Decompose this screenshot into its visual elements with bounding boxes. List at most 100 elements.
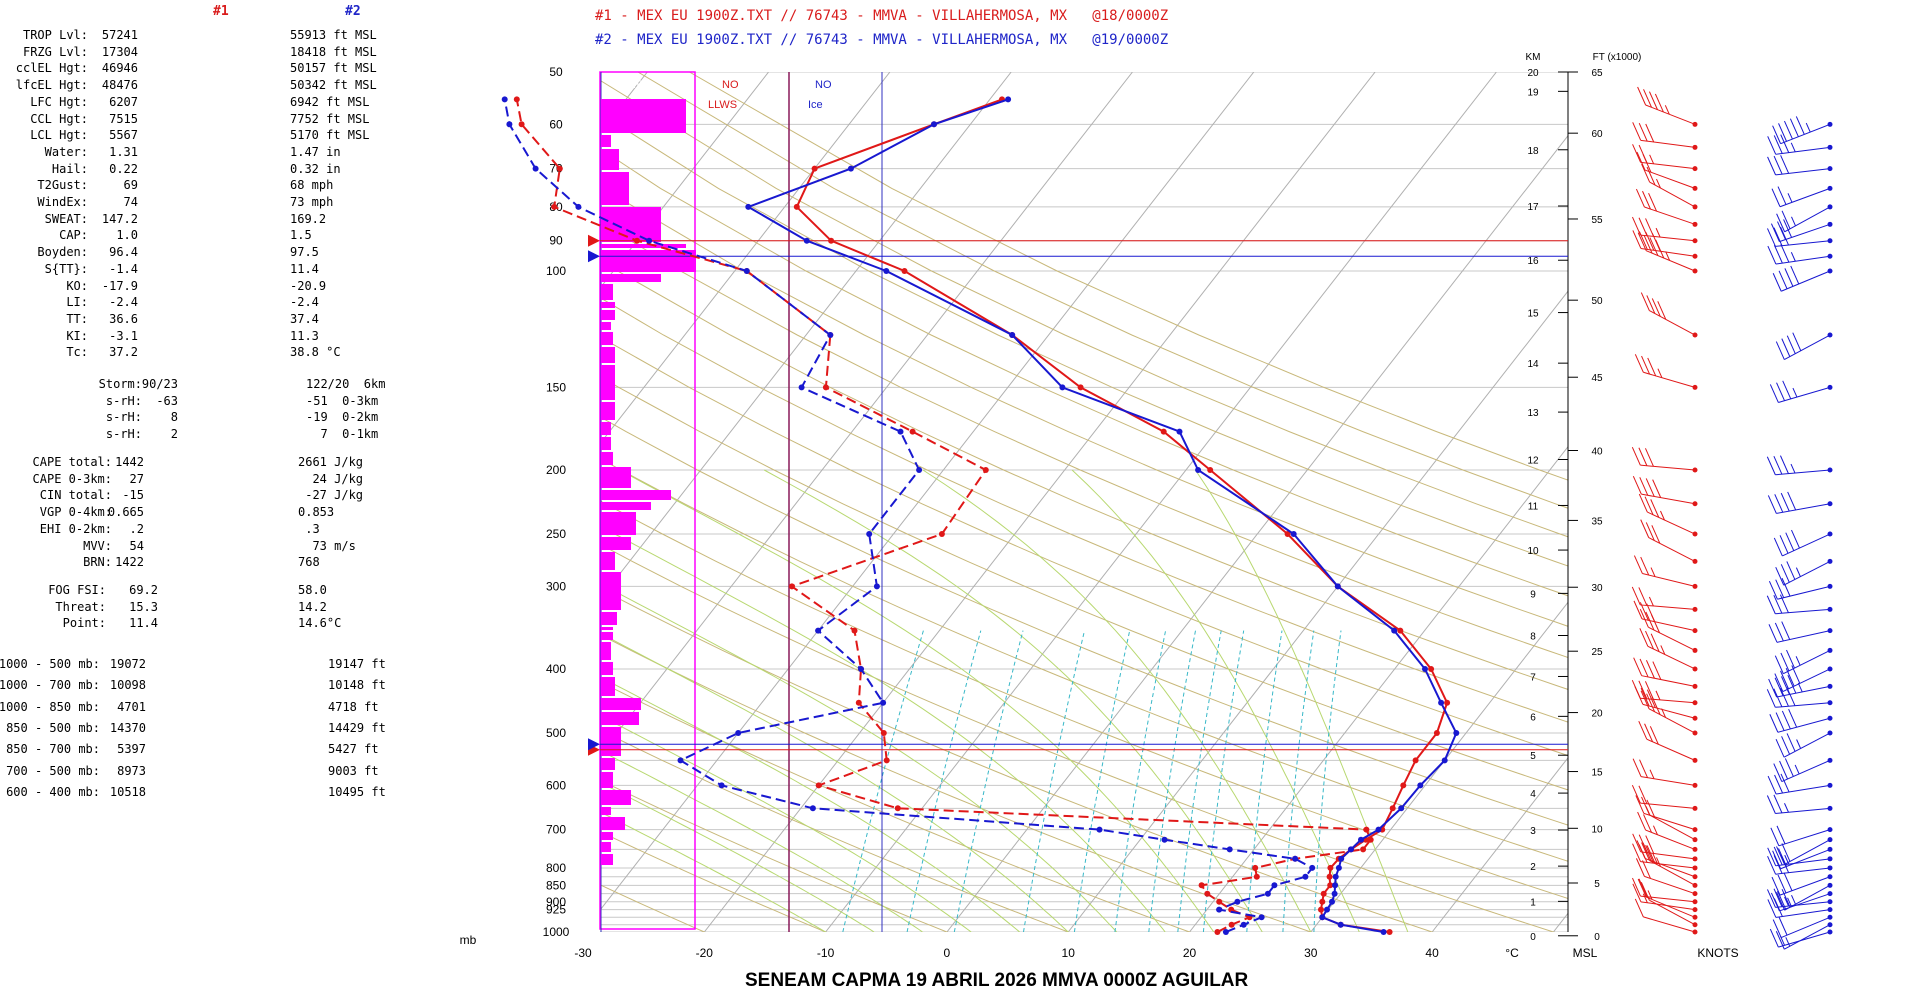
run1-wind-barb-flag <box>1644 681 1654 700</box>
dry-adiabat <box>600 416 1568 826</box>
run1-wind-barb-flag <box>1632 833 1642 853</box>
ice-no-label: NO <box>815 79 832 91</box>
thickness-value-run1: 10518 <box>109 784 146 799</box>
run1-dewpoint-point <box>634 237 640 244</box>
indices-value-run2: 73 mph <box>290 195 334 209</box>
turbulence-bar <box>601 322 611 330</box>
run2-wind-barb-shaft <box>1775 240 1831 247</box>
run2-wind-barb-flag <box>1774 655 1784 674</box>
pressure-tick: 500 <box>546 726 566 740</box>
turbulence-bar <box>601 758 615 770</box>
run2-wind-barb-half-flag <box>1795 656 1801 666</box>
run1-wind-barb-flag <box>1644 496 1654 515</box>
run2-wind-barb-flag <box>1792 332 1802 351</box>
run2-wind-barb-shaft <box>1781 759 1831 782</box>
km-tick: 12 <box>1527 456 1539 467</box>
run2-wind-barb-shaft <box>1784 884 1831 911</box>
run1-wind-barb-shaft <box>1646 738 1696 761</box>
mixing-ratio-line <box>1148 630 1196 932</box>
isotherm <box>600 72 891 445</box>
run1-wind-barb-shaft <box>1642 573 1696 587</box>
run2-dewpoint-point <box>646 237 653 244</box>
run2-wind-barb-half-flag <box>1794 764 1800 775</box>
run2-dewpoint-point <box>1216 906 1223 913</box>
turbulence-bar <box>601 310 615 320</box>
run1-wind-barb-flag <box>1642 190 1651 210</box>
run2-wind-barb-flag <box>1779 688 1789 707</box>
run2-wind-barb-flag <box>1795 116 1805 135</box>
run1-wind-barb-flag <box>1646 295 1656 314</box>
run2-dewpoint-point <box>809 805 816 812</box>
ft-tick: 10 <box>1591 824 1603 835</box>
run2-wind-barb-flag <box>1781 577 1791 597</box>
run2-wind-barb-half-flag <box>1784 803 1789 813</box>
run1-wind-barb-shaft <box>1647 511 1696 535</box>
run1-temperature-point <box>1433 730 1440 736</box>
isotherm <box>0 72 283 932</box>
turbulence-bar <box>601 302 615 308</box>
run2-wind-barb-flag <box>1767 775 1777 795</box>
mixing-ratio-line <box>1202 630 1245 932</box>
run2-title: #2 - MEX EU 1900Z.TXT // 76743 - MMVA - … <box>595 32 1169 48</box>
km-tick: 17 <box>1527 202 1539 213</box>
run2-wind-barb-flag <box>1775 712 1785 731</box>
run1-wind-barb-flag <box>1638 587 1648 606</box>
run1-dewpoint-point <box>894 805 901 812</box>
moist-adiabat <box>619 469 1215 932</box>
run1-wind-barb-flag <box>1645 123 1655 143</box>
run2-wind-barb-flag <box>1772 919 1782 938</box>
run2-wind-barb-shaft <box>1780 270 1831 292</box>
run2-wind-barb-flag <box>1771 876 1781 896</box>
run2-wind-barb-flag <box>1780 564 1790 583</box>
moist-adiabat <box>600 582 1118 932</box>
run1-dewpoint-point <box>883 757 890 764</box>
run2-wind-barb-flag <box>1775 739 1785 758</box>
ft-tick: 35 <box>1591 516 1603 527</box>
run2-wind-barb-flag <box>1780 652 1790 672</box>
run2-wind-barb-flag <box>1779 760 1789 780</box>
run1-wind-barb-flag <box>1651 298 1661 317</box>
indices-value-run2: -2.4 <box>290 295 319 310</box>
dry-adiabat <box>600 500 1568 900</box>
run1-dewpoint-point <box>1360 846 1367 853</box>
run1-dewpoint-point <box>1253 873 1260 880</box>
run1-wind-barb-flag <box>1646 693 1656 712</box>
run1-wind-barb-shaft <box>1640 139 1696 148</box>
run1-wind-barb-half-flag <box>1647 890 1653 900</box>
run1-wind-barb-flag <box>1638 144 1648 164</box>
isotherm <box>1431 756 1568 932</box>
pressure-tick: 90 <box>549 234 563 248</box>
ft-label: FT (x1000) <box>1593 52 1642 63</box>
pressure-tick: 900 <box>546 895 566 909</box>
run2-wind-barb-shaft <box>1780 916 1831 939</box>
moist-adiabat <box>600 811 826 932</box>
run1-wind-barb-flag <box>1643 814 1652 833</box>
run2-dewpoint-point <box>1264 890 1271 897</box>
run2-wind-barb-flag <box>1776 891 1786 911</box>
run1-dewpoint-point <box>851 627 858 634</box>
run1-wind-barb-shaft <box>1648 537 1696 562</box>
temp-tick: 40 <box>1425 946 1439 960</box>
ft-tick: 60 <box>1591 129 1603 140</box>
run1-wind-barb-flag <box>1635 795 1645 814</box>
km-tick: 19 <box>1527 87 1539 98</box>
cape-label: CAPE 0-3km: <box>32 471 112 486</box>
run2-temperature-point <box>1324 906 1330 913</box>
run2-wind-barb-shaft <box>1776 784 1831 795</box>
run1-wind-barb-shaft <box>1645 104 1696 125</box>
run2-wind-barb-shaft <box>1775 146 1831 155</box>
moist-adiabat <box>922 469 1312 932</box>
llws-label: LLWS <box>708 99 737 111</box>
run1-wind-barb-flag <box>1649 237 1659 256</box>
thickness-value-run2: 10148 ft <box>328 678 386 693</box>
run1-wind-barb-flag <box>1632 883 1642 903</box>
run2-temperature-point <box>1358 836 1364 843</box>
run2-temperature-point <box>1417 782 1424 789</box>
run2-dewpoint-point <box>1222 929 1229 935</box>
turbulence-bar <box>601 727 621 756</box>
run2-wind-barb-flag <box>1776 825 1786 845</box>
isotherm <box>600 72 1133 756</box>
storm-value-run2: -51 0-3km <box>306 393 379 408</box>
run2-dewpoint-point <box>735 730 742 736</box>
indices-value-run1: 7515 <box>109 111 138 126</box>
